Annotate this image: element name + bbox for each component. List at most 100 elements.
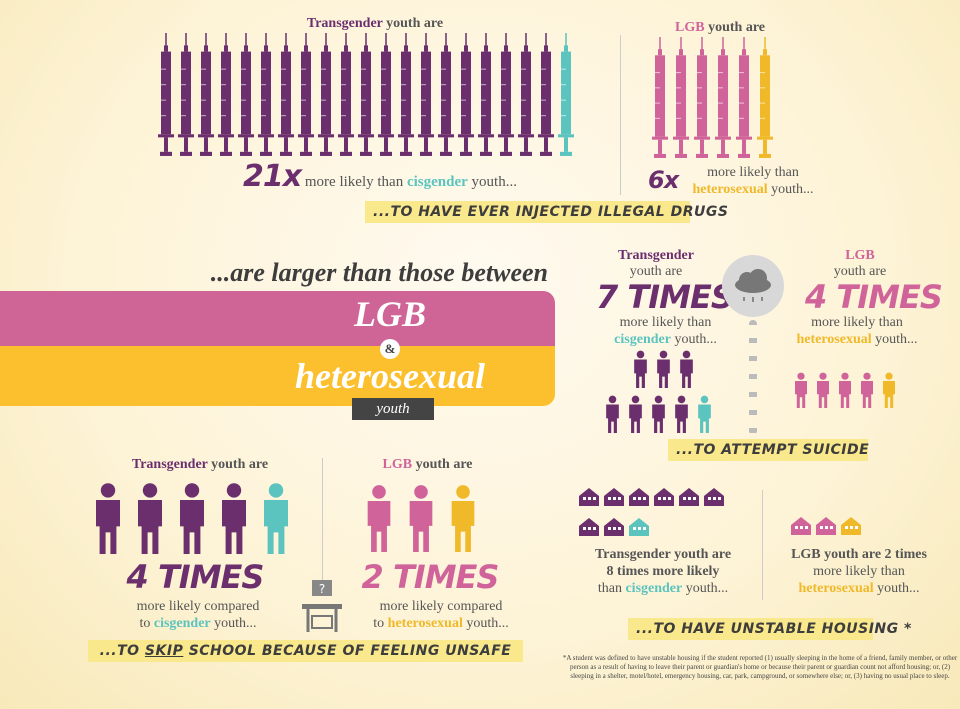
person-icon bbox=[814, 372, 832, 413]
syringe-icon bbox=[318, 33, 334, 162]
house-icon bbox=[653, 487, 675, 512]
syringe-icon bbox=[757, 37, 773, 164]
middle-heading: ...are larger than those between bbox=[210, 258, 548, 287]
person-icon bbox=[649, 395, 668, 438]
syringe-icon bbox=[518, 33, 534, 162]
syringe-icon bbox=[238, 33, 254, 162]
people-row-transgender-suicide bbox=[628, 350, 698, 393]
syringe-icon bbox=[418, 33, 434, 162]
syringe-icon bbox=[715, 37, 731, 164]
school-banner: ...to skip school because of feeling uns… bbox=[88, 640, 523, 662]
drugs-lgb-stat: more likely than heterosexual youth... bbox=[692, 165, 814, 197]
syringe-icon bbox=[378, 33, 394, 162]
syringe-icon bbox=[218, 33, 234, 162]
school-lgb-title: LGB youth are bbox=[382, 457, 473, 472]
syringe-icon bbox=[298, 33, 314, 162]
rain-cloud-icon bbox=[722, 255, 784, 317]
person-icon bbox=[258, 478, 294, 563]
house-icon bbox=[840, 516, 862, 541]
school-lgb-stat: more likely compared to heterosexual yout… bbox=[373, 599, 509, 631]
house-row-transgender bbox=[578, 487, 743, 542]
person-icon bbox=[90, 478, 126, 563]
house-icon bbox=[628, 517, 650, 542]
syringe-icon bbox=[178, 33, 194, 162]
person-icon bbox=[631, 350, 650, 393]
house-icon bbox=[603, 517, 625, 542]
person-icon bbox=[654, 350, 673, 393]
housing-trans-stat: Transgender youth are 8 times more likely… bbox=[594, 547, 732, 596]
person-icon bbox=[836, 372, 854, 413]
rain-drops bbox=[749, 320, 757, 435]
drugs-trans-title: Transgender youth are bbox=[306, 16, 444, 31]
person-icon bbox=[404, 478, 438, 563]
housing-lgb-stat: LGB youth are 2 times more likely than het… bbox=[791, 547, 927, 596]
person-icon bbox=[216, 478, 252, 563]
heterosexual-band bbox=[0, 346, 555, 406]
school-trans-title: Transgender youth are bbox=[131, 457, 269, 472]
syringe-icon bbox=[458, 33, 474, 162]
syringe-icon bbox=[198, 33, 214, 162]
school-trans-times: 4 TIMES bbox=[126, 558, 265, 596]
people-row-lgb-school bbox=[362, 478, 480, 563]
syringe-icon bbox=[694, 37, 710, 164]
syringe-icon bbox=[498, 33, 514, 162]
person-icon bbox=[672, 395, 691, 438]
people-row-lgb-suicide bbox=[792, 372, 898, 413]
drugs-lgb-multiplier: 6x bbox=[648, 166, 679, 194]
person-icon bbox=[174, 478, 210, 563]
house-row-lgb bbox=[790, 516, 862, 541]
syringe-icon bbox=[338, 33, 354, 162]
person-icon bbox=[695, 395, 714, 438]
suicide-lgb-times: 4 TIMES bbox=[805, 278, 943, 316]
person-icon bbox=[880, 372, 898, 413]
suicide-trans-times: 7 TIMES bbox=[596, 278, 734, 316]
syringe-icon bbox=[538, 33, 554, 162]
house-icon bbox=[578, 517, 600, 542]
middle-hetero: heterosexual bbox=[294, 356, 485, 396]
lgb-band bbox=[0, 291, 555, 346]
house-icon bbox=[603, 487, 625, 512]
suicide-trans-title: Transgender youth are bbox=[618, 248, 694, 279]
syringe-icon bbox=[358, 33, 374, 162]
syringe-icon bbox=[558, 33, 574, 162]
person-icon bbox=[603, 395, 622, 438]
house-icon bbox=[678, 487, 700, 512]
person-icon bbox=[677, 350, 696, 393]
syringe-icon bbox=[478, 33, 494, 162]
person-icon bbox=[858, 372, 876, 413]
syringe-icon bbox=[258, 33, 274, 162]
drugs-lgb-title: LGB youth are bbox=[675, 20, 765, 35]
suicide-trans-stat: more likely than cisgender youth... bbox=[614, 315, 717, 347]
syringe-icon bbox=[652, 37, 668, 164]
school-lgb-times: 2 TIMES bbox=[361, 558, 500, 596]
middle-ampersand: & bbox=[380, 339, 400, 359]
desk-mark: ? bbox=[319, 582, 325, 596]
syringe-row-lgb bbox=[652, 37, 773, 164]
person-icon bbox=[792, 372, 810, 413]
divider bbox=[762, 490, 763, 600]
syringe-icon bbox=[398, 33, 414, 162]
suicide-lgb-stat: more likely than heterosexual youth... bbox=[796, 315, 918, 347]
people-row-transgender-suicide-2 bbox=[603, 395, 714, 438]
drugs-banner: ...to have ever injected illegal drugs bbox=[365, 201, 728, 223]
syringe-row-transgender bbox=[158, 33, 574, 162]
divider bbox=[620, 35, 621, 195]
school-trans-stat: more likely compared to cisgender youth..… bbox=[136, 599, 260, 631]
suicide-lgb-title: LGB youth are bbox=[833, 248, 887, 279]
divider bbox=[322, 458, 323, 588]
housing-footnote: *A student was defined to have unstable … bbox=[562, 654, 958, 680]
suicide-banner: ...to attempt suicide bbox=[668, 439, 869, 461]
house-icon bbox=[578, 487, 600, 512]
person-icon bbox=[626, 395, 645, 438]
house-icon bbox=[703, 487, 725, 512]
middle-lgb: LGB bbox=[354, 294, 426, 334]
people-row-transgender-school bbox=[90, 478, 294, 563]
syringe-icon bbox=[158, 33, 174, 162]
school-desk-icon: ? bbox=[300, 578, 344, 634]
house-icon bbox=[628, 487, 650, 512]
person-icon bbox=[132, 478, 168, 563]
middle-youth: youth bbox=[352, 398, 434, 420]
drugs-trans-stat: 21x more likely than cisgender youth... bbox=[243, 159, 517, 194]
house-icon bbox=[815, 516, 837, 541]
syringe-icon bbox=[438, 33, 454, 162]
